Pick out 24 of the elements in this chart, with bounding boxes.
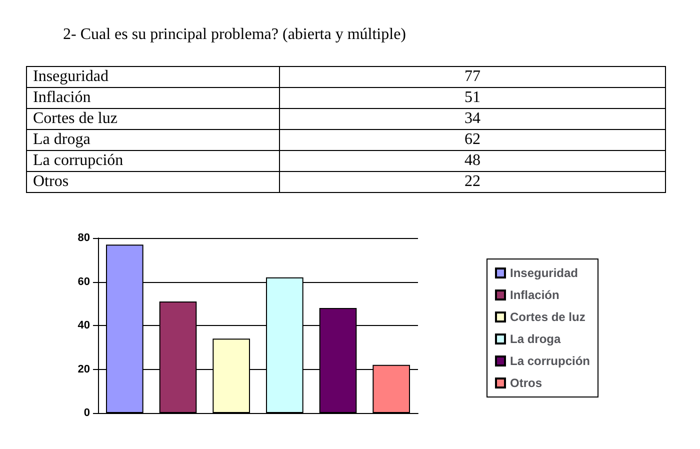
category-label: Inflación [26,88,280,108]
y-tick-label: 20 [78,363,90,376]
category-label: La droga [26,130,280,150]
legend-label: Inseguridad [510,266,578,280]
data-label: 48 [280,150,666,172]
legend-label: La droga [510,332,561,346]
legend-label: Cortes de luz [510,310,586,324]
data-label: 62 [280,130,666,150]
legend-label: Otros [510,376,542,390]
y-tick-label: 0 [84,407,90,419]
y-tick-label: 80 [78,232,90,244]
legend-label: Inflación [510,288,560,302]
legend-label: La corrupción [510,354,590,368]
y-tick-label: 60 [78,276,90,288]
category-label: Otros [26,172,280,192]
text: 2- Cual es su principal problema? (abierta y múltiple) [62,25,407,45]
data-label: 22 [280,172,666,192]
y-tick-label: 40 [78,320,90,332]
category-label: La corrupción [26,150,280,172]
data-label: 34 [280,108,666,130]
data-label: 51 [280,88,666,108]
category-label: Inseguridad [26,66,280,88]
category-label: Cortes de luz [26,108,280,130]
data-label: 77 [280,66,666,88]
